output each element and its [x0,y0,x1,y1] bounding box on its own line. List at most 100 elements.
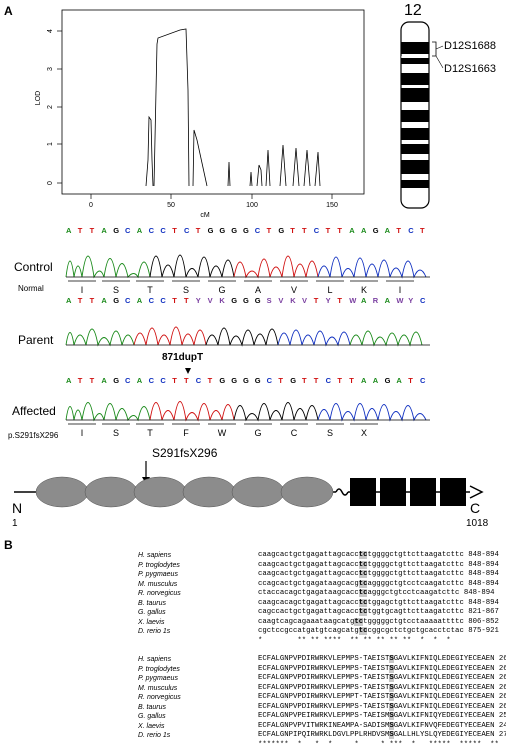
species-name: X. laevis [138,722,165,730]
mutation-site-highlight: tc [354,617,364,626]
sequence: caagcactgctgagattagcacctctggggctgttcttaa… [258,551,499,559]
mutation-site-highlight: tc [358,551,368,559]
lod-plot-frame [61,9,365,195]
base-call: C [420,296,426,305]
svg-text:S: S [113,285,119,295]
mutation-site-highlight: S [389,712,394,720]
mutation-site-highlight: tc [358,579,368,588]
base-call: A [66,296,72,305]
control-amino-acids: I S T S G A V L K I [81,285,402,295]
sequence: ECFALGNPVPDIRWRKVLEPMPS-TAEISTSGAVLKIFNI… [258,683,506,692]
base-call: C [125,296,131,305]
base-call: Y [196,296,201,305]
base-call: T [337,376,342,385]
base-call: V [208,296,213,305]
mutation-site-highlight: tc [358,598,368,607]
species-name: R. norvegicus [138,590,181,597]
base-call: A [101,226,107,235]
base-call: A [361,296,367,305]
parent-trace [65,326,423,347]
mutation-site-highlight: S [389,674,394,682]
species-name: P. troglodytes [138,561,180,569]
base-call: T [326,226,331,235]
base-call: C [149,296,155,305]
base-call: T [196,226,201,235]
x-tick: 150 [326,202,338,209]
base-call: T [90,376,95,385]
base-call: C [255,226,261,235]
x-tick: 100 [246,202,258,209]
base-call: A [349,226,355,235]
y-tick: 2 [47,105,54,109]
base-call: T [314,376,319,385]
base-call: A [66,376,72,385]
base-call: T [208,376,213,385]
base-call: S [267,296,272,305]
base-call: C [314,226,320,235]
protein-mutation-label: S291fsX296 [152,446,218,460]
base-call: T [78,296,83,305]
protein-schematic [14,461,484,508]
mutation-site-highlight: tc [358,627,368,635]
svg-text:C: C [291,428,298,438]
base-call: A [373,376,379,385]
svg-text:G: G [218,285,225,295]
svg-text:A: A [255,285,261,295]
y-tick: 0 [47,181,54,185]
affected-label: Affected [12,404,56,418]
base-call: T [172,376,177,385]
svg-text:S: S [183,285,189,295]
svg-text:K: K [361,285,367,295]
parent-label: Parent [18,333,54,347]
base-call: V [302,296,307,305]
base-call: Y [326,296,331,305]
sequence: caagcactgctgagattagcacctctggggctgttcttaa… [258,560,499,569]
species-name: P. pygmaeus [138,571,178,578]
n-terminus-label: N [12,500,23,516]
base-call: G [113,226,119,235]
mutation-site-highlight: S [389,693,394,701]
base-call: W [396,296,404,305]
species-name: D. rerio 1s [138,628,171,635]
base-call: G [113,296,119,305]
base-call: G [208,226,214,235]
base-call: G [243,296,249,305]
base-call: T [184,296,189,305]
mutation-site-highlight: S [389,721,394,730]
panel-a-label: A [4,4,13,18]
c-terminus-label: C [470,500,481,516]
base-call: K [290,296,296,305]
base-call: T [337,226,342,235]
base-call: G [290,376,296,385]
chromosome-ideogram [400,21,444,209]
svg-text:S: S [113,428,119,438]
x-tick: 50 [167,202,175,209]
mutation-site-highlight: S [389,731,394,739]
y-tick: 4 [47,29,54,33]
base-call: T [302,376,307,385]
sequence: caagtcagcagaaataagcatgtctgggggctgtcctaaa… [258,617,499,626]
base-call: G [231,226,237,235]
sequence: cgctccgccatgatgtcagcatgtccggcgctctgctgca… [258,627,499,635]
base-call: C [160,376,166,385]
base-call: C [125,376,131,385]
base-call: T [267,226,272,235]
base-call: T [184,376,189,385]
base-call: C [149,226,155,235]
base-call: C [184,226,190,235]
mutation-site-highlight: tc [358,608,368,616]
base-call: G [373,226,379,235]
svg-text:W: W [218,428,227,438]
normal-label: Normal [18,284,44,293]
mutation-site-highlight: tc [358,570,368,578]
lod-x-label: cM [200,212,210,219]
base-call: T [337,296,342,305]
sequence: ctaccacagctgagataagcacctcagggctgtcctcaag… [258,589,495,597]
base-call: A [385,226,391,235]
alignment-panel: H. sapiens caagcactgctgagattagcacctctgggg… [0,551,506,751]
